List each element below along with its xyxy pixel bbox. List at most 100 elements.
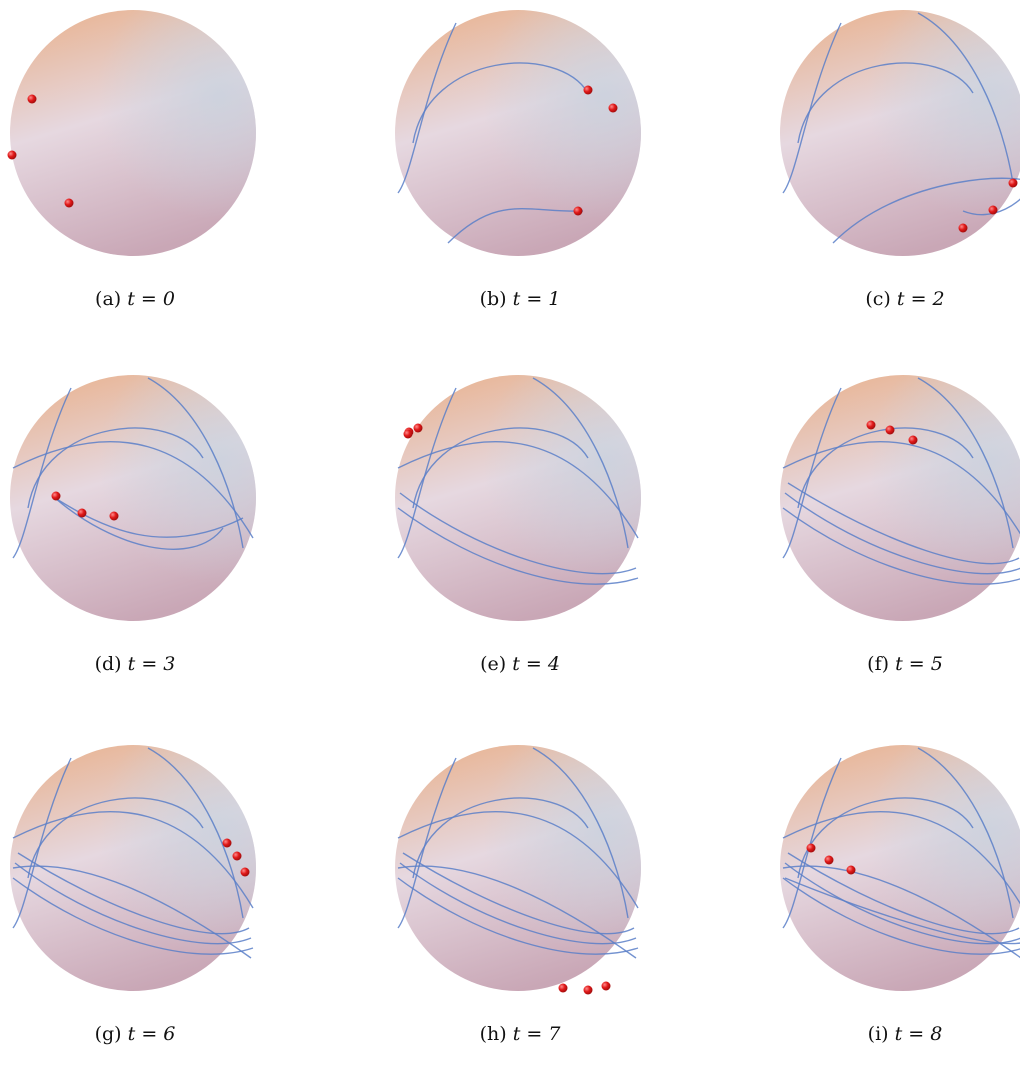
particle: [232, 851, 242, 861]
trajectory-curve: [532, 747, 629, 919]
trajectory-group: [12, 377, 254, 559]
panel-label: (a): [95, 288, 122, 310]
panel-h: [395, 745, 725, 1075]
particle: [413, 423, 423, 433]
panel-label: (i): [867, 1023, 889, 1045]
sphere-plot: [10, 375, 256, 621]
trajectory-curve: [782, 865, 1020, 959]
trajectory-group: [782, 377, 1020, 585]
trajectory-curve: [397, 757, 457, 929]
particle: [988, 205, 998, 215]
sphere-plot: [395, 375, 641, 621]
trajectory-curve: [797, 62, 974, 144]
trajectory-group: [12, 747, 254, 959]
panel-label: (g): [94, 1023, 122, 1045]
trajectory-curve: [12, 811, 254, 909]
sphere-plot: [395, 10, 641, 256]
particle: [51, 491, 61, 501]
trajectory-curve: [412, 62, 589, 144]
trajectory-curve: [447, 208, 584, 244]
trajectory-curve: [27, 797, 204, 879]
panel-b: [395, 10, 725, 340]
panel-label: (h): [479, 1023, 507, 1045]
particle: [1008, 178, 1018, 188]
sphere-sheen: [10, 745, 256, 991]
trajectory-curve: [412, 427, 589, 509]
particle: [846, 865, 856, 875]
time-label: t = 8: [894, 1023, 943, 1045]
trajectory-curve: [54, 497, 224, 550]
panel-label: (b): [479, 288, 507, 310]
particle: [608, 103, 618, 113]
trajectory-curve: [147, 377, 244, 549]
trajectory-curve: [397, 811, 639, 909]
trajectory-curve: [917, 377, 1014, 549]
trajectory-curve: [917, 12, 1014, 184]
trajectory-group: [782, 12, 1020, 244]
trajectory-curve: [782, 441, 1020, 535]
trajectory-curve: [147, 747, 244, 919]
panel-caption: (f) t = 5: [740, 653, 1020, 675]
trajectory-curve: [782, 387, 842, 559]
trajectory-curve: [787, 852, 1020, 935]
sphere-sheen: [395, 745, 641, 991]
trajectory-curve: [532, 377, 629, 549]
time-label: t = 7: [512, 1023, 561, 1045]
particle: [583, 85, 593, 95]
sphere-plot: [780, 10, 1020, 256]
sphere-plot: [780, 375, 1020, 621]
panel-caption: (c) t = 2: [740, 288, 1020, 310]
panel-d: [10, 375, 340, 705]
sphere-sheen: [10, 10, 256, 256]
particle: [908, 435, 918, 445]
trajectory-curve: [782, 507, 1020, 585]
panel-c: [780, 10, 1020, 340]
particle: [958, 223, 968, 233]
sphere-sheen: [395, 10, 641, 256]
trajectory-curve: [12, 441, 254, 539]
trajectory-group: [397, 747, 639, 995]
trajectory-curve: [832, 177, 1020, 244]
trajectory-curve: [54, 497, 244, 538]
trajectory-curve: [397, 877, 639, 955]
particle: [866, 420, 876, 430]
trajectory-curve: [397, 22, 457, 194]
particle: [7, 150, 17, 160]
panel-g: [10, 745, 340, 1075]
particle: [222, 838, 232, 848]
trajectory-curve: [797, 427, 974, 509]
time-label: t = 1: [512, 288, 561, 310]
panel-caption: (i) t = 8: [740, 1023, 1020, 1045]
trajectory-curve: [782, 811, 1020, 905]
trajectory-curve: [12, 865, 252, 959]
time-label: t = 4: [512, 653, 560, 675]
trajectory-curve: [782, 877, 1020, 955]
time-label: t = 2: [896, 288, 945, 310]
particle: [77, 508, 87, 518]
sphere-sheen: [10, 375, 256, 621]
time-label: t = 3: [127, 653, 176, 675]
sphere-plot: [10, 745, 256, 991]
trajectory-curve: [412, 797, 589, 879]
sphere-plot: [780, 745, 1020, 991]
panel-a: [7, 10, 340, 340]
particle: [109, 511, 119, 521]
sphere-sheen: [395, 375, 641, 621]
panel-caption: (d) t = 3: [0, 653, 300, 675]
trajectory-curve: [787, 482, 1020, 565]
sphere-plot: [395, 745, 641, 995]
particle: [27, 94, 37, 104]
panel-label: (c): [865, 288, 891, 310]
trajectory-curve: [397, 507, 639, 585]
trajectory-group: [397, 377, 639, 585]
sphere-plot: [7, 10, 256, 256]
particle: [558, 983, 568, 993]
trajectory-curve: [782, 22, 842, 194]
trajectory-curve: [399, 492, 637, 575]
trajectory-curve: [12, 877, 254, 955]
trajectory-curve: [397, 441, 639, 539]
trajectory-curve: [784, 492, 1020, 575]
panel-label: (e): [480, 653, 507, 675]
trajectory-curve: [17, 852, 250, 935]
particle: [806, 843, 816, 853]
